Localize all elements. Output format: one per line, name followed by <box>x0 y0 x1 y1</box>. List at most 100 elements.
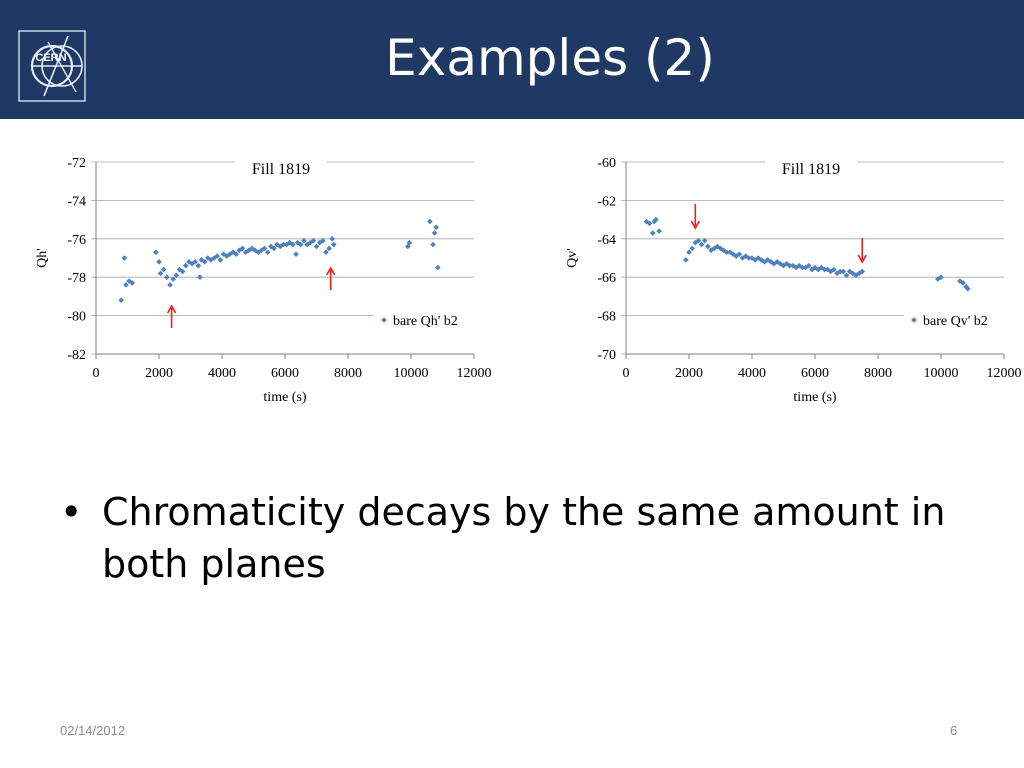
data-point <box>643 218 650 225</box>
data-point <box>787 262 793 269</box>
legend-label: bare Qh' b2 <box>393 314 458 329</box>
qh-chart: -72 -74 -76 -78 -80 -82 0 2000 4000 6000 8000 10000… <box>30 148 500 418</box>
arrow-head-icon <box>857 254 867 264</box>
data-point <box>249 245 255 252</box>
data-point <box>790 262 796 269</box>
data-point <box>698 241 705 248</box>
data-point <box>326 245 332 252</box>
data-point <box>220 251 227 257</box>
y-tick-label: -78 <box>67 271 86 286</box>
data-point <box>290 241 296 248</box>
data-point <box>736 251 743 257</box>
data-point <box>233 251 239 257</box>
data-point <box>705 243 711 250</box>
data-point <box>268 243 274 250</box>
data-point <box>656 228 662 234</box>
data-point <box>837 268 843 275</box>
x-tick-label: 8000 <box>864 366 892 381</box>
qv-chart: -60 -62 -64 -66 -68 -70 0 2000 4000 6000 8000 10000… <box>560 148 1024 418</box>
slide-title: Examples (2) <box>385 29 715 87</box>
data-point <box>809 266 815 273</box>
y-tick-label: -74 <box>67 194 86 209</box>
data-point <box>271 245 277 252</box>
data-point <box>683 257 689 263</box>
data-point <box>297 241 304 248</box>
x-tick-label: 4000 <box>738 366 766 381</box>
data-point <box>653 216 659 223</box>
x-tick-label: 8000 <box>334 366 362 381</box>
qv-chart-svg: -60 -62 -64 -66 -68 -70 0 2000 4000 6000 8000 10000… <box>565 156 1022 405</box>
data-point <box>170 276 176 282</box>
chart-title-bg <box>765 158 857 180</box>
data-point <box>783 260 790 267</box>
data-point <box>157 270 164 277</box>
bullet-dot-icon: • <box>60 490 83 534</box>
chart-title: Fill 1819 <box>782 161 840 178</box>
data-point <box>261 245 268 252</box>
title-bar: CERN Examples (2) <box>0 0 1024 119</box>
data-point <box>427 218 433 225</box>
y-tick-label: -80 <box>67 310 86 325</box>
x-axis-title: time (s) <box>263 390 306 405</box>
data-point <box>323 249 329 256</box>
x-tick-label: 2000 <box>675 366 703 381</box>
data-point <box>960 280 966 286</box>
y-tick-label: -70 <box>597 348 616 363</box>
data-point <box>686 249 692 256</box>
y-axis-title: Qh' <box>35 248 50 268</box>
data-point <box>742 253 749 259</box>
data-point <box>431 230 438 236</box>
bullet-text: Chromaticity decays by the same amount i… <box>102 490 946 586</box>
data-point <box>156 259 162 265</box>
data-point <box>689 245 695 252</box>
arrow-head-icon <box>166 304 177 314</box>
x-tick-label: 6000 <box>271 366 299 381</box>
x-tick-label: 4000 <box>208 366 236 381</box>
data-point <box>805 262 812 269</box>
data-point <box>746 255 752 261</box>
data-point <box>217 257 224 263</box>
y-tick-label: -60 <box>597 156 616 171</box>
data-point <box>160 266 167 273</box>
legend-marker <box>381 317 387 323</box>
data-point <box>153 249 159 256</box>
data-point <box>651 218 658 225</box>
data-point <box>301 237 307 244</box>
data-point <box>329 236 336 242</box>
arrow-head-icon <box>690 220 700 230</box>
y-axis-title: Qv' <box>565 248 580 268</box>
data-point <box>182 262 189 269</box>
data-point <box>313 243 320 250</box>
cern-logo: CERN <box>18 30 86 102</box>
data-point <box>752 257 758 263</box>
data-point <box>195 262 202 269</box>
data-point <box>123 282 129 288</box>
data-point <box>938 274 944 280</box>
data-point <box>280 241 287 248</box>
y-tick-label: -66 <box>597 271 616 286</box>
data-point <box>695 237 702 244</box>
x-axis-title: time (s) <box>793 390 836 405</box>
data-point <box>964 285 971 292</box>
data-point <box>768 259 774 265</box>
x-tick-label: 0 <box>93 366 100 381</box>
data-point <box>164 274 170 280</box>
data-point <box>761 259 768 265</box>
x-tick-label: 12000 <box>457 366 492 381</box>
data-point <box>304 241 310 248</box>
chart-title: Fill 1819 <box>252 161 310 178</box>
page-number: 6 <box>950 723 958 738</box>
y-tick-label: -76 <box>67 233 86 248</box>
data-point <box>179 268 186 275</box>
data-point <box>724 249 730 256</box>
data-point <box>727 249 733 256</box>
data-point <box>331 241 337 248</box>
qh-chart-svg: -72 -74 -76 -78 -80 -82 0 2000 4000 6000 8000 10000… <box>35 156 492 405</box>
data-point <box>239 245 246 252</box>
data-point <box>433 224 439 231</box>
y-tick-label: -68 <box>597 310 616 325</box>
data-point <box>649 230 656 236</box>
data-point <box>197 274 203 280</box>
x-tick-label: 10000 <box>924 366 959 381</box>
x-tick-label: 2000 <box>145 366 173 381</box>
